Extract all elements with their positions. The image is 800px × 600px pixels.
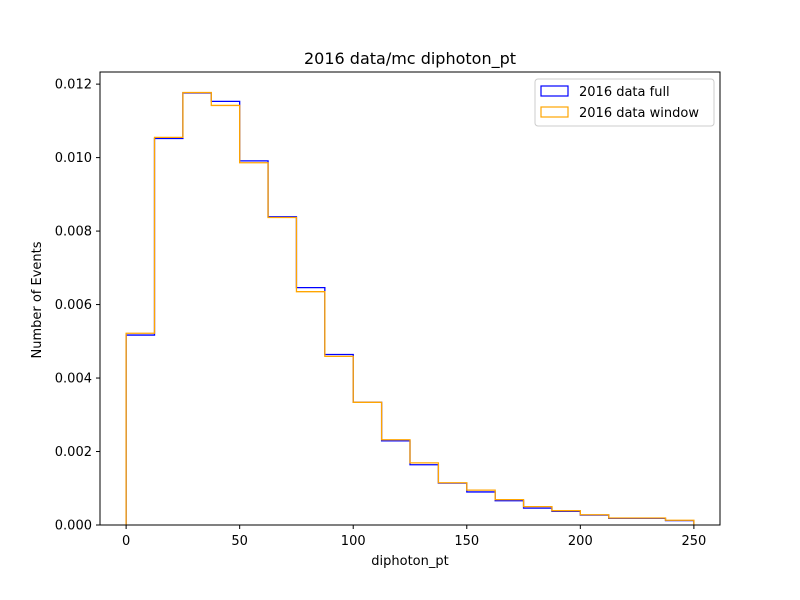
x-tick-label-3: 150	[454, 534, 479, 549]
y-tick-label-3: 0.006	[55, 298, 92, 313]
x-axis-label: diphoton_pt	[371, 554, 448, 569]
x-tick-label-2: 100	[341, 534, 366, 549]
y-tick-label-5: 0.010	[55, 151, 92, 166]
y-tick-label-6: 0.012	[55, 78, 92, 93]
legend-swatch-1	[540, 106, 569, 118]
y-tick-label-4: 0.008	[55, 225, 92, 240]
plot-axes: 0 50 100 150 200 250 0.000 0.002 0.004 0.006 0.008…	[55, 71, 721, 549]
y-tick-label-1: 0.002	[55, 445, 92, 460]
x-tick-label-0: 0	[122, 534, 130, 549]
legend-box	[534, 78, 715, 127]
plot-frame	[99, 71, 721, 526]
x-tick-label-5: 250	[681, 534, 706, 549]
x-tick-label-1: 50	[231, 534, 248, 549]
chart-title: 2016 data/mc diphoton_pt	[304, 49, 516, 69]
y-tick-label-2: 0.004	[55, 372, 92, 387]
legend: 2016 data full 2016 data window	[534, 78, 715, 127]
legend-label-1: 2016 data window	[579, 106, 699, 121]
series-1-histogram	[125, 91, 695, 525]
y-axis-label: Number of Events	[30, 241, 45, 358]
legend-swatch-0	[540, 85, 569, 97]
x-tick-label-4: 200	[568, 534, 593, 549]
legend-label-0: 2016 data full	[579, 85, 670, 100]
y-tick-label-0: 0.000	[55, 519, 92, 534]
